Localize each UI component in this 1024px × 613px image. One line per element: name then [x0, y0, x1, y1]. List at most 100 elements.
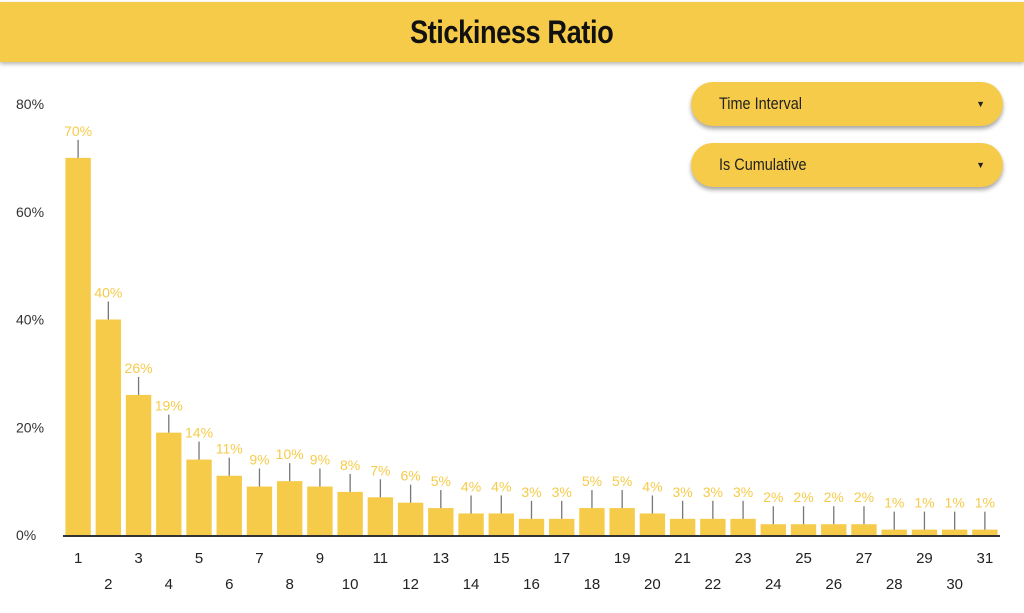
bar — [186, 459, 212, 535]
data-label: 1% — [914, 495, 934, 511]
data-label: 10% — [276, 446, 304, 462]
y-tick-label: 40% — [16, 312, 44, 328]
bar — [972, 529, 998, 535]
bar — [95, 319, 122, 535]
chart-title: Stickiness Ratio — [410, 13, 614, 50]
data-label: 3% — [521, 484, 541, 500]
data-label: 11% — [216, 441, 243, 457]
data-label: 1% — [975, 495, 995, 511]
x-tick-label: 24 — [765, 576, 782, 593]
bar — [941, 529, 968, 535]
bar — [276, 481, 303, 535]
y-tick-label: 0% — [16, 527, 36, 543]
x-tick-label: 16 — [523, 576, 540, 593]
data-label: 4% — [642, 478, 662, 494]
x-tick-label: 6 — [225, 576, 233, 593]
bar — [458, 513, 484, 535]
data-label: 3% — [673, 484, 693, 500]
x-tick-label: 26 — [825, 576, 842, 593]
data-label: 26% — [125, 360, 153, 376]
data-label: 2% — [793, 489, 813, 505]
x-tick-label: 10 — [342, 576, 359, 593]
x-tick-label: 19 — [614, 550, 631, 567]
data-label: 8% — [340, 457, 360, 473]
x-tick-label: 22 — [705, 576, 722, 593]
x-tick-label: 3 — [134, 550, 142, 567]
bar — [851, 524, 877, 535]
bar — [669, 518, 696, 535]
x-tick-label: 30 — [946, 576, 963, 593]
data-label: 6% — [400, 468, 420, 484]
x-tick-label: 8 — [286, 576, 294, 593]
data-label: 14% — [185, 425, 213, 441]
bar — [307, 486, 333, 535]
data-label: 5% — [582, 473, 602, 489]
bar — [549, 518, 575, 535]
data-label: 1% — [945, 495, 965, 511]
y-tick-label: 60% — [16, 204, 44, 220]
bar — [246, 486, 273, 535]
data-label: 3% — [552, 484, 572, 500]
data-label: 3% — [733, 484, 753, 500]
time-interval-dropdown[interactable]: Time Interval ▼ — [691, 82, 1003, 126]
data-label: 19% — [155, 398, 183, 414]
x-tick-label: 20 — [644, 576, 661, 593]
bar — [125, 394, 152, 535]
x-tick-label: 7 — [255, 550, 263, 567]
bar — [821, 524, 847, 535]
data-label: 9% — [310, 452, 330, 468]
bar — [156, 432, 182, 535]
y-tick-label: 20% — [16, 419, 44, 435]
bar — [760, 524, 787, 535]
is-cumulative-dropdown[interactable]: Is Cumulative ▼ — [691, 143, 1003, 187]
x-tick-label: 17 — [553, 550, 570, 567]
data-label: 4% — [491, 478, 511, 494]
data-label: 2% — [763, 489, 783, 505]
data-label: 70% — [64, 123, 92, 139]
bar — [488, 513, 514, 535]
bar — [609, 508, 635, 535]
x-tick-label: 27 — [856, 550, 873, 567]
data-label: 5% — [612, 473, 632, 489]
data-label: 40% — [94, 285, 122, 301]
x-tick-label: 14 — [463, 576, 480, 593]
x-tick-label: 11 — [373, 550, 389, 567]
x-tick-label: 15 — [493, 550, 510, 567]
x-tick-label: 21 — [674, 550, 691, 567]
y-tick-label: 80% — [16, 96, 44, 112]
bar — [367, 497, 394, 535]
x-tick-label: 31 — [977, 550, 994, 567]
bar — [216, 475, 242, 535]
x-tick-label: 13 — [432, 550, 449, 567]
bar — [397, 502, 424, 535]
bar — [700, 518, 726, 535]
x-tick-label: 2 — [104, 576, 112, 593]
data-label: 2% — [824, 489, 844, 505]
data-label: 5% — [431, 473, 451, 489]
bar — [790, 524, 817, 535]
x-tick-label: 18 — [584, 576, 601, 593]
data-label: 7% — [370, 462, 390, 478]
dropdown-label: Is Cumulative — [719, 155, 807, 174]
x-tick-label: 5 — [195, 550, 203, 567]
data-label: 4% — [461, 478, 481, 494]
bar — [518, 518, 545, 535]
x-tick-label: 28 — [886, 576, 903, 593]
caret-down-icon: ▼ — [976, 160, 985, 170]
bar — [428, 508, 454, 535]
caret-down-icon: ▼ — [976, 99, 985, 109]
bar — [579, 508, 605, 535]
bar — [730, 518, 756, 535]
data-label: 9% — [249, 452, 269, 468]
bar — [337, 491, 363, 535]
x-tick-label: 29 — [916, 550, 933, 567]
bar — [639, 513, 666, 535]
bar — [881, 529, 907, 535]
x-tick-label: 25 — [795, 550, 812, 567]
bar — [65, 157, 91, 535]
x-tick-label: 4 — [165, 576, 173, 593]
x-tick-label: 1 — [74, 550, 82, 567]
data-label: 3% — [703, 484, 723, 500]
bar — [911, 529, 938, 535]
